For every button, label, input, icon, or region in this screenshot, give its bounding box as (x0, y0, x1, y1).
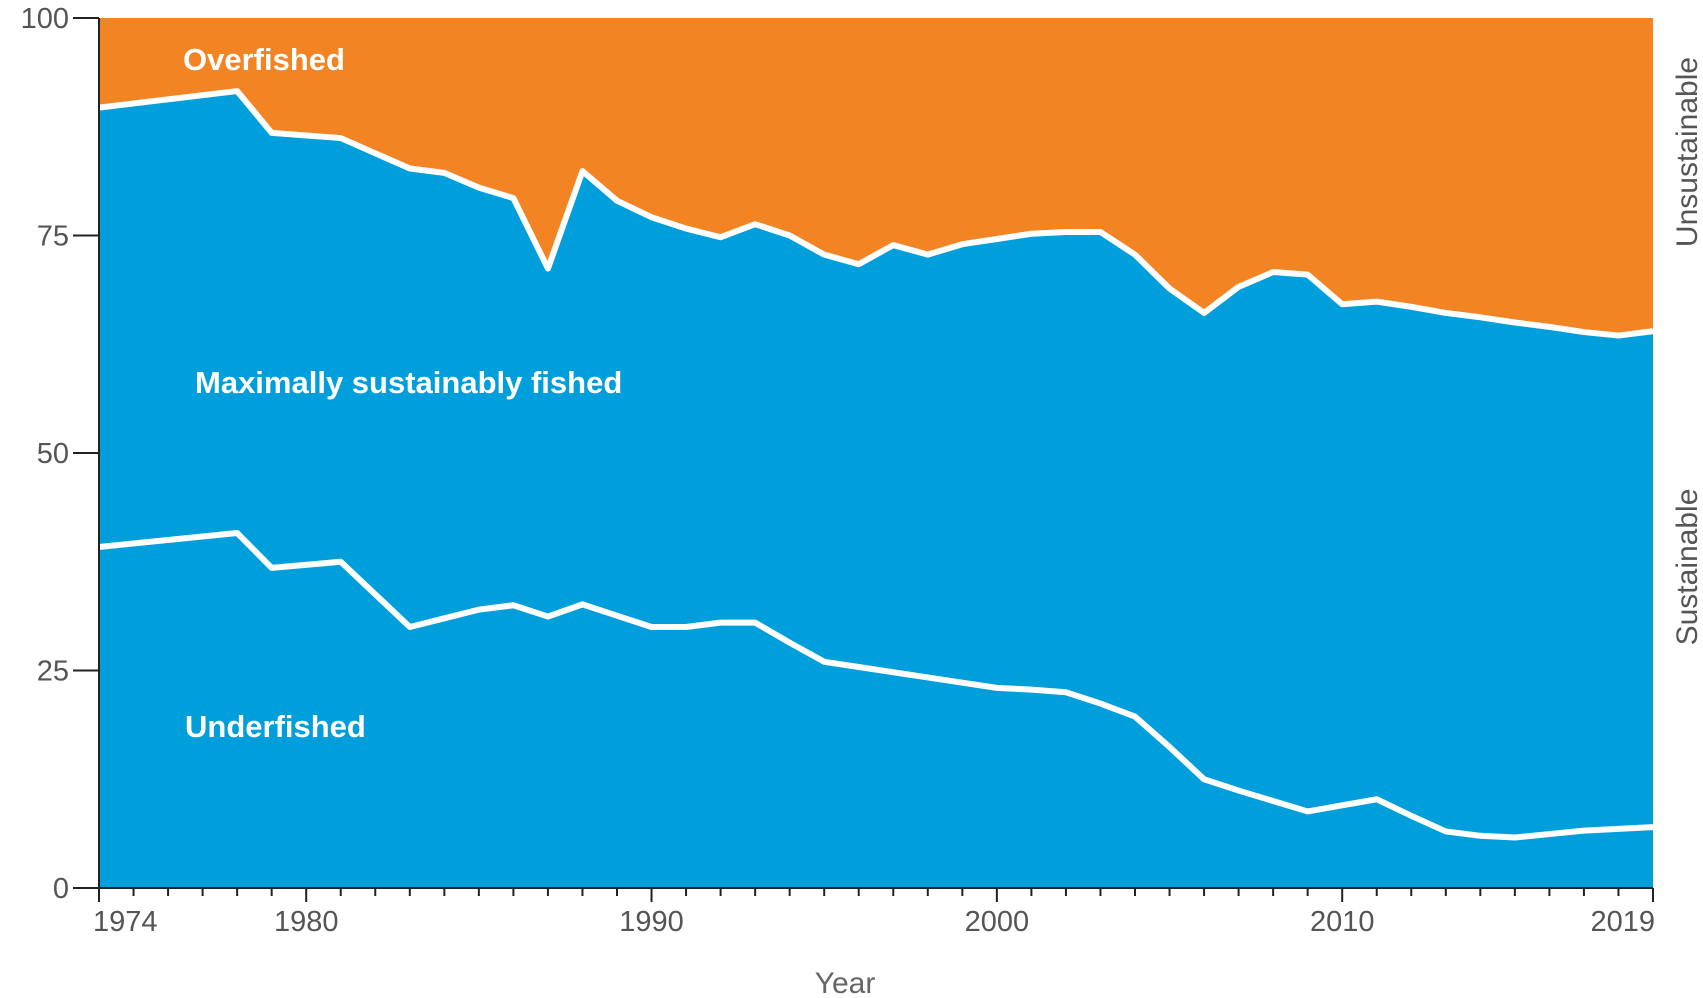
x-tick-label: 2000 (965, 906, 1030, 938)
x-tick-label: 1974 (93, 906, 158, 938)
sustainable-side-label: Sustainable (1671, 489, 1703, 646)
x-tick-label: 2010 (1310, 906, 1375, 938)
x-tick-label: 2019 (1590, 906, 1655, 938)
x-tick-label: 1990 (619, 906, 684, 938)
y-tick-label: 0 (53, 873, 69, 905)
overfished-label: Overfished (183, 42, 345, 77)
y-tick-label: 75 (37, 221, 69, 253)
y-tick-label: 50 (37, 438, 69, 470)
underfished-boundary-line (98, 530, 1654, 841)
y-tick-label: 100 (21, 3, 69, 35)
unsustainable-side-label: Unsustainable (1671, 57, 1703, 247)
plot-area (98, 18, 1654, 888)
y-tick-label: 25 (37, 656, 69, 688)
x-axis: 1974 1980 1990 2000 2010 2019 (93, 887, 1655, 938)
underfished-label: Underfished (185, 709, 366, 744)
overfished-boundary-line (98, 88, 1654, 339)
y-axis: 0 25 50 75 100 (21, 3, 100, 905)
maximally-sustainably-fished-label: Maximally sustainably fished (195, 365, 622, 400)
x-tick-label: 1980 (274, 906, 339, 938)
x-axis-title: Year (815, 967, 876, 998)
